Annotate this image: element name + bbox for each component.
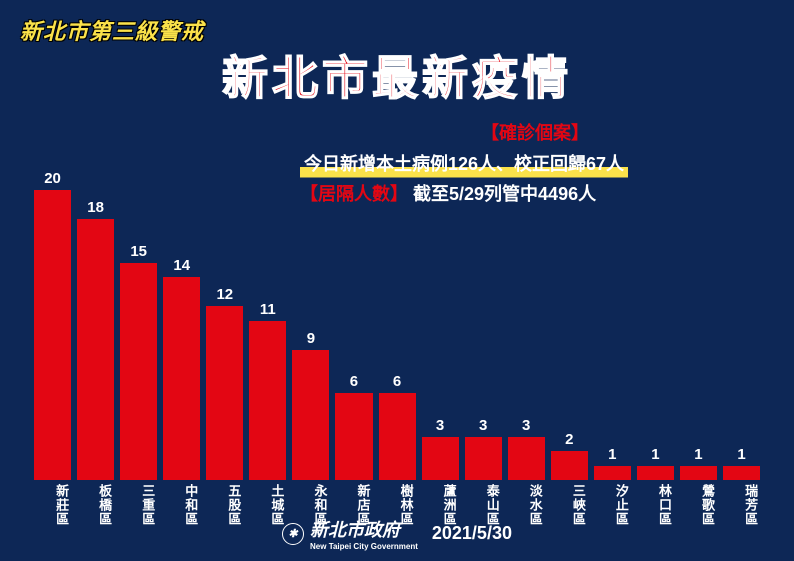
bar xyxy=(34,190,71,480)
bar-value: 3 xyxy=(522,417,530,434)
bar-value: 1 xyxy=(608,446,616,463)
bar-column: 3 xyxy=(465,417,502,481)
bar-column: 18 xyxy=(77,199,114,480)
gov-logo: ✱ 新北市政府 New Taipei City Government xyxy=(282,516,418,551)
bar-column: 20 xyxy=(34,170,71,480)
bar xyxy=(551,451,588,480)
bar xyxy=(335,393,372,480)
bar xyxy=(77,219,114,480)
bar-column: 2 xyxy=(551,431,588,480)
bar-column: 6 xyxy=(379,373,416,480)
bar-column: 6 xyxy=(335,373,372,480)
cases-bar-chart: 20181514121196633321111 xyxy=(34,160,760,480)
org-name: 新北市政府 xyxy=(310,520,400,540)
bar-column: 3 xyxy=(508,417,545,481)
bar-value: 2 xyxy=(565,431,573,448)
bar xyxy=(422,437,459,481)
bar-value: 15 xyxy=(130,243,147,260)
confirmed-label: 【確診個案】 xyxy=(300,118,770,149)
bar-column: 1 xyxy=(680,446,717,481)
bar xyxy=(163,277,200,480)
bar xyxy=(508,437,545,481)
bar xyxy=(637,466,674,481)
bar-column: 9 xyxy=(292,330,329,481)
bar xyxy=(379,393,416,480)
bar-value: 3 xyxy=(479,417,487,434)
bar xyxy=(206,306,243,480)
footer: ✱ 新北市政府 New Taipei City Government 2021/… xyxy=(0,516,794,551)
bar xyxy=(680,466,717,481)
bar-column: 3 xyxy=(422,417,459,481)
bar-column: 14 xyxy=(163,257,200,480)
bar-value: 20 xyxy=(44,170,61,187)
bar-value: 1 xyxy=(694,446,702,463)
bar-value: 9 xyxy=(307,330,315,347)
bar-value: 1 xyxy=(651,446,659,463)
org-name-en: New Taipei City Government xyxy=(310,542,418,551)
bar-column: 12 xyxy=(206,286,243,480)
bar xyxy=(292,350,329,481)
bar xyxy=(465,437,502,481)
bar-column: 1 xyxy=(594,446,631,481)
bar xyxy=(723,466,760,481)
bar-column: 11 xyxy=(249,301,286,481)
page-title: 新北市最新疫情 xyxy=(0,42,794,108)
bar-column: 15 xyxy=(120,243,157,481)
bar-value: 14 xyxy=(173,257,190,274)
bar-value: 6 xyxy=(350,373,358,390)
bar-value: 3 xyxy=(436,417,444,434)
bar xyxy=(594,466,631,481)
bar-value: 12 xyxy=(216,286,233,303)
bar-column: 1 xyxy=(723,446,760,481)
bar-value: 11 xyxy=(260,301,276,318)
bar xyxy=(249,321,286,481)
seal-icon: ✱ xyxy=(282,523,304,545)
bar xyxy=(120,263,157,481)
bar-value: 1 xyxy=(737,446,745,463)
bar-column: 1 xyxy=(637,446,674,481)
footer-date: 2021/5/30 xyxy=(432,523,512,544)
bar-value: 6 xyxy=(393,373,401,390)
bar-value: 18 xyxy=(87,199,104,216)
